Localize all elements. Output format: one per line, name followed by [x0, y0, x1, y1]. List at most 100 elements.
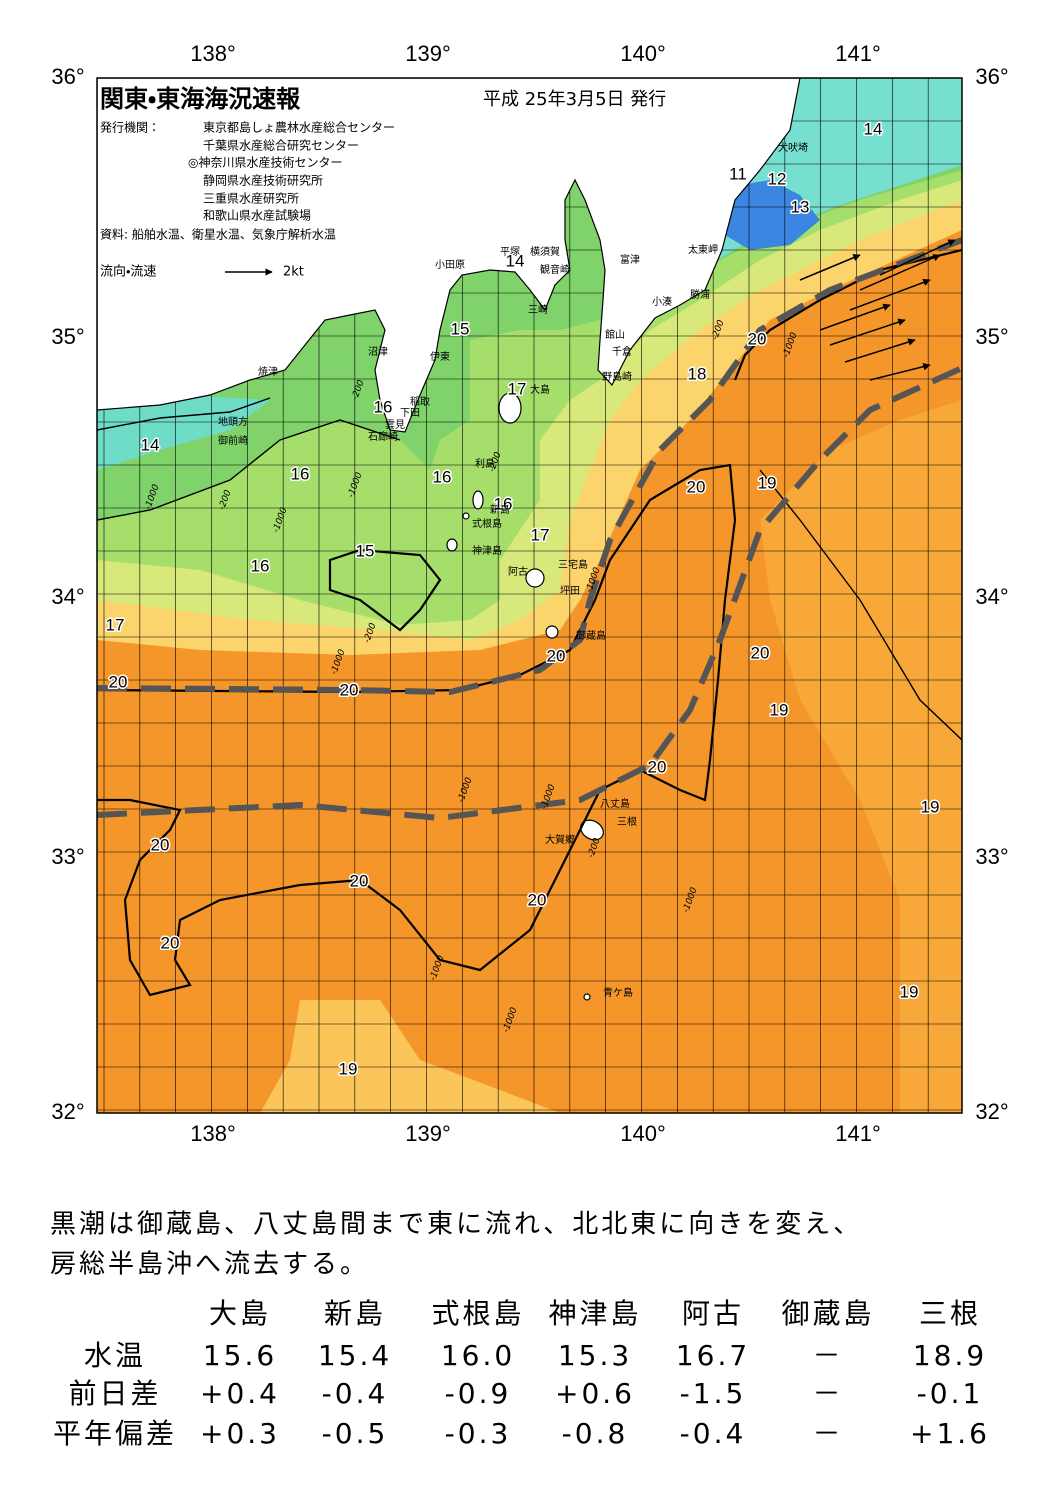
sea-zone	[260, 1000, 560, 1113]
place-name: 小田原	[435, 259, 465, 271]
cell: 18.9	[913, 1339, 987, 1372]
agency: 三重県水産研究所	[203, 192, 299, 206]
place-name: 勝浦	[690, 288, 710, 301]
contour-line	[97, 419, 401, 521]
cell: +0.6	[555, 1377, 635, 1410]
column-header: 三根	[919, 1297, 981, 1330]
place-name: 雲見	[385, 419, 405, 431]
lat-label: 35°	[975, 324, 1008, 349]
temperature-label: 19	[758, 473, 777, 492]
cell: -0.8	[562, 1417, 629, 1450]
cell: -0.1	[917, 1377, 984, 1410]
temperature-label: 15	[451, 319, 470, 338]
place-name: 青ケ島	[603, 986, 633, 999]
temperature-label: 19	[900, 982, 919, 1001]
row-label: 前日差	[68, 1377, 161, 1410]
land	[97, 78, 801, 433]
temperature-label: 16	[291, 464, 310, 483]
lon-label: 139°	[405, 41, 451, 66]
place-name: 御前崎	[218, 434, 248, 447]
cell: 16.0	[441, 1339, 515, 1372]
temperature-label: 17	[531, 525, 550, 544]
sea-zone	[97, 390, 270, 470]
kuroshio-axis	[97, 365, 962, 822]
temperature-label: 20	[340, 680, 359, 699]
cell: +1.6	[910, 1417, 990, 1450]
place-name: 富津	[620, 253, 640, 266]
temperature-label: 12	[768, 169, 787, 188]
temperature-label: 14	[141, 435, 160, 454]
cell: 15.6	[203, 1339, 277, 1372]
source: 資料: 船舶水温、衛星水温、気象庁解析水温	[100, 227, 336, 242]
lon-label: 139°	[405, 1121, 451, 1146]
agency: ◎神奈川県水産技術センター	[188, 155, 342, 170]
lon-label: 140°	[620, 1121, 666, 1146]
island	[498, 392, 522, 424]
temperature-label: 16	[433, 467, 452, 486]
temperature-label: 20	[350, 871, 369, 890]
sea-zone	[760, 400, 962, 1113]
temperature-label: 17	[508, 379, 527, 398]
place-name: 観音崎	[540, 263, 570, 276]
place-name: 焼津	[258, 366, 278, 378]
contour-line	[97, 463, 737, 997]
current-arrow	[829, 318, 906, 346]
temperature-label: 20	[687, 477, 706, 496]
column-header: 神津島	[548, 1297, 641, 1330]
column-header: 新島	[324, 1297, 386, 1330]
place-name: 坪田	[560, 584, 580, 597]
island	[446, 538, 458, 552]
summary-line: 房総半島沖へ流去する。	[50, 1250, 369, 1280]
temperature-label: 14	[864, 119, 883, 138]
place-name: 地頭方	[218, 415, 248, 428]
agency: 千葉県水産総合研究センター	[203, 138, 359, 153]
temperature-label: 20	[109, 672, 128, 691]
place-name: 野島崎	[602, 370, 632, 383]
place-name: 阿古	[508, 565, 528, 578]
place-name: 小湊	[652, 295, 672, 308]
temperature-label: 13	[791, 197, 810, 216]
lat-label: 33°	[51, 844, 84, 869]
cell: +0.4	[200, 1377, 280, 1410]
islands	[446, 392, 604, 1001]
lon-label: 141°	[835, 1121, 881, 1146]
map-frame	[96, 77, 963, 1114]
header: 関東・東海海況速報 平成 25年3月5日 発行 発行機関： 資料: 船舶水温、衛…	[100, 85, 666, 280]
place-name: 三根	[617, 815, 637, 828]
temperature-label: 19	[770, 700, 789, 719]
lon-label: 140°	[620, 41, 666, 66]
kuroshio-axis	[97, 237, 962, 696]
temperature-label: 20	[161, 933, 180, 952]
row-label: 平年偏差	[53, 1417, 177, 1450]
place-name: 館山	[605, 328, 625, 341]
cell: 15.3	[558, 1339, 632, 1372]
summary-and-table: 黒潮は御蔵島、八丈島間まで東に流れ、北北東に向きを変え、房総半島沖へ流去する。大…	[50, 1210, 990, 1451]
axes: 138° 138° 139° 139° 140° 140° 141° 141° 36° 36° 35…	[51, 41, 1008, 1146]
summary-line: 黒潮は御蔵島、八丈島間まで東に流れ、北北東に向きを変え、	[50, 1210, 862, 1240]
agency: 和歌山県水産試験場	[203, 208, 311, 223]
island	[472, 490, 484, 510]
current-arrow	[799, 254, 861, 281]
temperature-label: 17	[106, 615, 125, 634]
island	[462, 512, 470, 520]
temperature-label: 16	[374, 397, 393, 416]
place-name: 式根島	[472, 517, 502, 530]
cell: －	[812, 1377, 843, 1410]
cell: -0.3	[445, 1417, 512, 1450]
place-name: 太東岬	[688, 243, 718, 256]
place-name: 石廊崎	[368, 430, 398, 443]
island	[583, 993, 591, 1001]
cell: 16.7	[676, 1339, 750, 1372]
place-name: 下田	[400, 408, 420, 419]
place-name: 平塚	[500, 246, 520, 258]
lat-label: 35°	[51, 324, 84, 349]
island	[525, 568, 545, 588]
place-name: 神津島	[472, 544, 502, 557]
contour-line	[328, 548, 442, 632]
temperature-label: 15	[356, 541, 375, 560]
column-header: 大島	[209, 1297, 271, 1330]
